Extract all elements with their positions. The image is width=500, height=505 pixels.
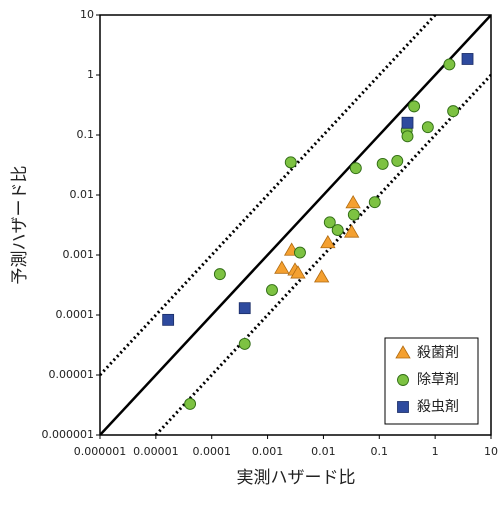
point <box>238 337 251 350</box>
x-tick-label: 0.001 <box>252 445 284 458</box>
point <box>347 208 360 221</box>
y-tick-label: 0.00001 <box>49 368 95 381</box>
y-tick-label: 0.01 <box>70 188 95 201</box>
point <box>294 246 306 259</box>
plot-frame <box>99 14 492 436</box>
point <box>274 260 290 274</box>
y-tick-label: 1 <box>87 68 94 81</box>
point <box>323 216 336 229</box>
point <box>162 313 175 326</box>
x-tick-label: 10 <box>484 445 498 458</box>
legend-marker <box>397 374 409 386</box>
legend-label: 殺菌剤 <box>417 345 459 361</box>
point <box>343 224 360 238</box>
y-tick-label: 0.001 <box>63 248 95 261</box>
point <box>391 154 404 167</box>
x-axis-title: 実測ハザード比 <box>237 468 356 488</box>
legend-marker <box>395 345 411 359</box>
point <box>376 157 389 170</box>
point <box>401 130 414 143</box>
legend-label: 除草剤 <box>417 372 459 388</box>
point <box>408 100 421 113</box>
point <box>320 234 336 249</box>
x-tick-label: 1 <box>432 445 439 458</box>
x-tick-label: 0.01 <box>311 445 336 458</box>
point <box>345 195 361 209</box>
point <box>184 397 197 410</box>
point <box>368 196 381 209</box>
point <box>461 53 474 65</box>
point <box>331 224 344 237</box>
y-axis-title: 予測ハザード比 <box>10 166 30 285</box>
point <box>313 269 330 283</box>
point <box>290 265 306 279</box>
y-tick-label: 0.0001 <box>56 308 95 321</box>
point <box>447 105 460 118</box>
x-tick-label: 0.0001 <box>192 445 231 458</box>
identity-line <box>100 15 491 435</box>
point <box>443 58 456 71</box>
point <box>421 121 434 134</box>
x-tick-label: 0.1 <box>371 445 389 458</box>
point <box>349 162 362 175</box>
point <box>213 268 226 281</box>
point <box>284 156 297 169</box>
x-tick-label: 0.000001 <box>74 445 127 458</box>
x-tick-label: 0.00001 <box>133 445 179 458</box>
y-tick-label: 0.000001 <box>42 428 95 441</box>
legend-marker <box>397 401 409 413</box>
y-tick-label: 10 <box>80 8 94 21</box>
upper-bound-line <box>100 15 438 377</box>
point <box>401 116 414 129</box>
point <box>238 302 251 315</box>
legend-label: 殺虫剤 <box>417 399 459 415</box>
point <box>266 284 278 297</box>
y-tick-label: 0.1 <box>77 128 95 141</box>
